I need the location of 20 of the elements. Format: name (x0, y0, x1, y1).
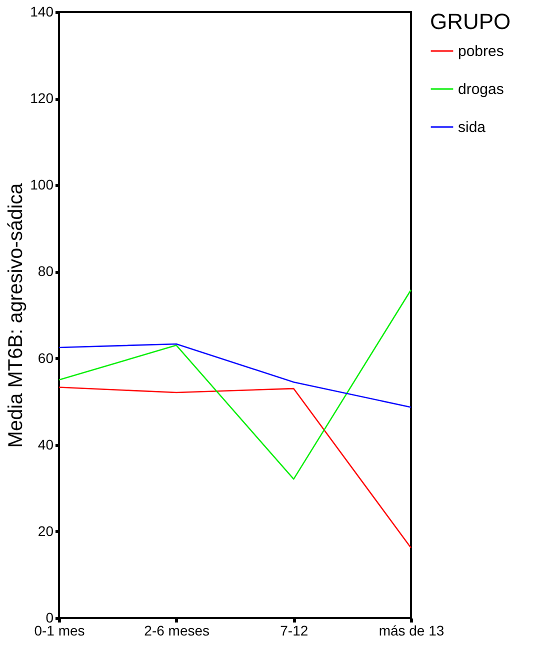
y-tick-label: 0 (46, 610, 54, 626)
legend-label: pobres (458, 43, 504, 60)
x-tick-label: más de 13 (378, 622, 444, 638)
y-tick-label: 140 (30, 4, 54, 20)
y-tick-label: 60 (38, 350, 54, 366)
y-tick-label: 20 (38, 522, 54, 539)
y-tick-label: 40 (38, 436, 54, 452)
line-series (58, 343, 412, 408)
x-tick-label: 2-6 meses (144, 622, 210, 638)
y-tick-label: 120 (30, 90, 54, 106)
legend-label: sida (458, 119, 486, 136)
y-axis-title: Media MT6B: agresivo-sádica (5, 182, 28, 448)
x-tick-label: 0-1 mes (34, 622, 85, 638)
y-tick-label: 100 (30, 176, 54, 193)
legend-label: drogas (458, 81, 504, 98)
y-tick-label: 80 (38, 263, 54, 280)
legend-title: GRUPO (430, 9, 511, 34)
x-tick-label: 7-12 (280, 622, 308, 638)
line-series (58, 386, 412, 549)
line-series (58, 289, 412, 480)
